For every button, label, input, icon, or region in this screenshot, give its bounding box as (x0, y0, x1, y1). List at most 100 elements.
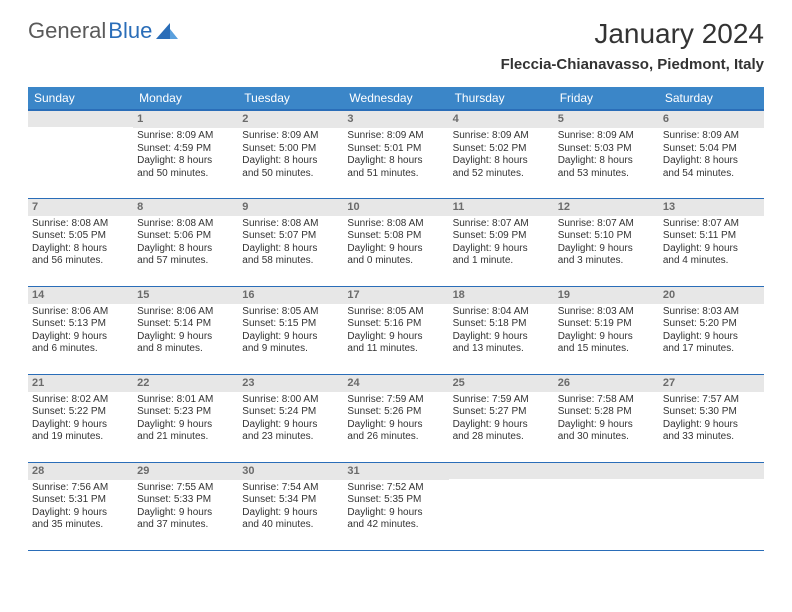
day-info-line: and 23 minutes. (242, 431, 339, 444)
day-info-line: Sunrise: 8:05 AM (242, 306, 339, 319)
day-info-line: Daylight: 8 hours (242, 243, 339, 256)
day-number: 22 (133, 375, 238, 392)
day-number: 19 (554, 287, 659, 304)
day-info-line: Sunset: 5:15 PM (242, 318, 339, 331)
calendar-day-cell: 16Sunrise: 8:05 AMSunset: 5:15 PMDayligh… (238, 286, 343, 374)
day-number: 14 (28, 287, 133, 304)
day-info-line: Sunset: 5:34 PM (242, 494, 339, 507)
day-info: Sunrise: 7:59 AMSunset: 5:27 PMDaylight:… (449, 392, 554, 446)
logo-text-gray: General (28, 18, 106, 44)
day-info-line: Sunrise: 8:04 AM (453, 306, 550, 319)
calendar-week-row: 7Sunrise: 8:08 AMSunset: 5:05 PMDaylight… (28, 198, 764, 286)
weekday-header: Wednesday (343, 87, 448, 110)
day-info: Sunrise: 8:08 AMSunset: 5:05 PMDaylight:… (28, 216, 133, 270)
month-title: January 2024 (501, 18, 764, 50)
calendar-day-cell (554, 462, 659, 550)
day-info-line: and 33 minutes. (663, 431, 760, 444)
day-info-line: Daylight: 9 hours (137, 331, 234, 344)
day-info-line: Sunset: 5:27 PM (453, 406, 550, 419)
day-info-line: Sunset: 5:23 PM (137, 406, 234, 419)
calendar-table: SundayMondayTuesdayWednesdayThursdayFrid… (28, 87, 764, 551)
day-info-line: and 0 minutes. (347, 255, 444, 268)
location-subtitle: Fleccia-Chianavasso, Piedmont, Italy (501, 56, 764, 73)
weekday-header: Friday (554, 87, 659, 110)
day-info-line: and 3 minutes. (558, 255, 655, 268)
day-info-line: Sunset: 5:11 PM (663, 230, 760, 243)
day-info-line: Daylight: 8 hours (453, 155, 550, 168)
day-info-line: Sunrise: 8:07 AM (558, 218, 655, 231)
day-info-line: Daylight: 9 hours (558, 419, 655, 432)
calendar-body: 1Sunrise: 8:09 AMSunset: 4:59 PMDaylight… (28, 110, 764, 550)
day-info: Sunrise: 8:08 AMSunset: 5:08 PMDaylight:… (343, 216, 448, 270)
day-info-line: Sunset: 5:07 PM (242, 230, 339, 243)
day-info: Sunrise: 8:00 AMSunset: 5:24 PMDaylight:… (238, 392, 343, 446)
day-info-line: Daylight: 9 hours (242, 331, 339, 344)
day-info-line: Daylight: 9 hours (347, 419, 444, 432)
day-info-line: Sunset: 4:59 PM (137, 143, 234, 156)
day-info-line: Sunrise: 7:52 AM (347, 482, 444, 495)
empty-day (554, 463, 659, 479)
day-info-line: Sunset: 5:16 PM (347, 318, 444, 331)
day-info-line: Sunrise: 7:54 AM (242, 482, 339, 495)
day-info-line: Sunset: 5:33 PM (137, 494, 234, 507)
day-info-line: Daylight: 9 hours (558, 243, 655, 256)
day-info-line: and 15 minutes. (558, 343, 655, 356)
day-info-line: Sunrise: 8:09 AM (663, 130, 760, 143)
day-info-line: Sunset: 5:24 PM (242, 406, 339, 419)
calendar-day-cell: 31Sunrise: 7:52 AMSunset: 5:35 PMDayligh… (343, 462, 448, 550)
day-info-line: Sunset: 5:19 PM (558, 318, 655, 331)
day-info-line: Sunrise: 8:02 AM (32, 394, 129, 407)
day-info-line: and 4 minutes. (663, 255, 760, 268)
logo-triangle-icon (156, 23, 178, 39)
day-info-line: and 11 minutes. (347, 343, 444, 356)
day-info-line: and 50 minutes. (137, 168, 234, 181)
day-info-line: and 17 minutes. (663, 343, 760, 356)
day-info-line: Sunrise: 8:07 AM (453, 218, 550, 231)
weekday-header: Saturday (659, 87, 764, 110)
day-info: Sunrise: 8:09 AMSunset: 5:00 PMDaylight:… (238, 128, 343, 182)
day-info-line: Daylight: 9 hours (558, 331, 655, 344)
day-info: Sunrise: 8:07 AMSunset: 5:11 PMDaylight:… (659, 216, 764, 270)
calendar-header-row: SundayMondayTuesdayWednesdayThursdayFrid… (28, 87, 764, 110)
day-info-line: Sunrise: 8:05 AM (347, 306, 444, 319)
day-info-line: and 58 minutes. (242, 255, 339, 268)
day-info-line: Sunset: 5:22 PM (32, 406, 129, 419)
calendar-day-cell: 15Sunrise: 8:06 AMSunset: 5:14 PMDayligh… (133, 286, 238, 374)
day-info: Sunrise: 8:08 AMSunset: 5:06 PMDaylight:… (133, 216, 238, 270)
day-info-line: Daylight: 9 hours (663, 243, 760, 256)
day-info-line: and 53 minutes. (558, 168, 655, 181)
day-number: 9 (238, 199, 343, 216)
calendar-day-cell: 17Sunrise: 8:05 AMSunset: 5:16 PMDayligh… (343, 286, 448, 374)
day-info-line: Daylight: 8 hours (32, 243, 129, 256)
calendar-day-cell (449, 462, 554, 550)
day-info-line: Sunset: 5:13 PM (32, 318, 129, 331)
day-info-line: Daylight: 8 hours (137, 243, 234, 256)
day-info-line: Daylight: 9 hours (453, 419, 550, 432)
day-info-line: Daylight: 9 hours (242, 507, 339, 520)
day-info-line: Daylight: 9 hours (347, 243, 444, 256)
day-number: 12 (554, 199, 659, 216)
day-info-line: Sunrise: 8:07 AM (663, 218, 760, 231)
day-info-line: and 26 minutes. (347, 431, 444, 444)
day-info-line: Sunset: 5:14 PM (137, 318, 234, 331)
day-number: 3 (343, 111, 448, 128)
day-info-line: Sunrise: 8:08 AM (32, 218, 129, 231)
day-info-line: Sunrise: 8:06 AM (137, 306, 234, 319)
empty-day (28, 111, 133, 127)
empty-day (449, 463, 554, 479)
day-info-line: Daylight: 8 hours (242, 155, 339, 168)
calendar-day-cell: 22Sunrise: 8:01 AMSunset: 5:23 PMDayligh… (133, 374, 238, 462)
day-number: 5 (554, 111, 659, 128)
day-info-line: Daylight: 9 hours (137, 419, 234, 432)
calendar-day-cell: 28Sunrise: 7:56 AMSunset: 5:31 PMDayligh… (28, 462, 133, 550)
day-number: 25 (449, 375, 554, 392)
day-number: 21 (28, 375, 133, 392)
day-info-line: Sunset: 5:10 PM (558, 230, 655, 243)
day-info: Sunrise: 8:07 AMSunset: 5:09 PMDaylight:… (449, 216, 554, 270)
calendar-day-cell: 25Sunrise: 7:59 AMSunset: 5:27 PMDayligh… (449, 374, 554, 462)
day-info-line: and 50 minutes. (242, 168, 339, 181)
day-number: 31 (343, 463, 448, 480)
day-info-line: Sunrise: 7:59 AM (347, 394, 444, 407)
day-info-line: Sunset: 5:04 PM (663, 143, 760, 156)
day-info-line: and 6 minutes. (32, 343, 129, 356)
